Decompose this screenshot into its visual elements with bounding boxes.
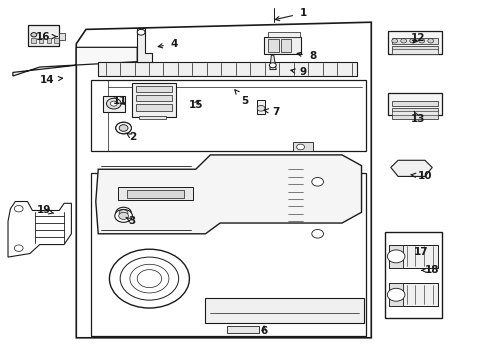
Text: 4: 4 — [158, 39, 177, 49]
Polygon shape — [269, 55, 276, 69]
Circle shape — [391, 39, 397, 43]
Circle shape — [386, 288, 404, 301]
Bar — [136, 104, 171, 111]
Bar — [264, 37, 300, 54]
Circle shape — [409, 39, 415, 43]
Text: 10: 10 — [410, 171, 431, 181]
Text: 11: 11 — [113, 96, 127, 106]
Bar — [59, 33, 65, 40]
Text: 3: 3 — [126, 216, 136, 226]
Text: 2: 2 — [126, 132, 136, 142]
Circle shape — [119, 212, 128, 220]
Circle shape — [115, 210, 132, 222]
Bar — [139, 116, 165, 119]
Bar — [387, 31, 441, 54]
Circle shape — [119, 210, 128, 216]
Polygon shape — [205, 298, 363, 323]
Text: 18: 18 — [421, 265, 439, 275]
Bar — [388, 283, 437, 306]
Circle shape — [311, 229, 323, 238]
Text: 19: 19 — [36, 206, 54, 216]
Bar — [267, 40, 278, 51]
Bar — [388, 244, 403, 268]
Text: 9: 9 — [290, 67, 306, 77]
Bar — [46, 38, 51, 43]
Circle shape — [14, 245, 23, 251]
Circle shape — [311, 177, 323, 186]
Polygon shape — [13, 47, 137, 76]
Polygon shape — [91, 173, 366, 336]
Circle shape — [14, 206, 23, 212]
Bar — [388, 244, 437, 268]
Bar — [118, 187, 193, 200]
Circle shape — [257, 105, 264, 111]
Bar — [136, 86, 171, 92]
Bar — [391, 49, 437, 54]
Circle shape — [269, 63, 276, 68]
Bar — [391, 38, 437, 44]
Bar — [136, 95, 171, 102]
Text: 5: 5 — [234, 90, 247, 106]
Circle shape — [116, 122, 131, 134]
Bar — [280, 40, 291, 51]
Text: 14: 14 — [40, 75, 62, 85]
Text: 7: 7 — [264, 107, 279, 117]
Text: 16: 16 — [36, 32, 57, 41]
Bar — [39, 38, 43, 43]
Circle shape — [110, 101, 117, 106]
Bar — [387, 93, 441, 116]
Circle shape — [106, 98, 121, 109]
Text: 17: 17 — [413, 247, 427, 257]
Polygon shape — [8, 202, 71, 257]
Bar — [31, 38, 36, 43]
Circle shape — [31, 33, 37, 37]
Bar — [98, 62, 356, 76]
Text: 12: 12 — [409, 33, 424, 43]
Circle shape — [427, 39, 433, 43]
Bar — [103, 96, 125, 112]
Circle shape — [109, 249, 189, 308]
Bar — [391, 114, 437, 119]
Bar — [391, 102, 437, 106]
Text: 15: 15 — [188, 100, 203, 110]
Circle shape — [137, 30, 145, 35]
Polygon shape — [76, 22, 370, 338]
Circle shape — [386, 250, 404, 263]
Circle shape — [116, 122, 131, 134]
Bar — [384, 232, 442, 318]
Bar — [227, 326, 259, 333]
Bar — [391, 108, 437, 112]
Bar — [127, 190, 183, 198]
Bar — [267, 32, 299, 37]
Polygon shape — [91, 80, 366, 151]
Circle shape — [400, 39, 406, 43]
Text: 13: 13 — [409, 111, 424, 124]
Bar — [391, 111, 437, 115]
Text: 1: 1 — [275, 8, 306, 21]
Text: 8: 8 — [297, 51, 316, 61]
Bar — [391, 46, 437, 51]
Circle shape — [119, 125, 128, 131]
Bar — [388, 283, 403, 306]
Bar — [256, 100, 265, 114]
Polygon shape — [96, 155, 361, 234]
Polygon shape — [390, 160, 431, 176]
Polygon shape — [137, 28, 152, 62]
Text: 6: 6 — [260, 325, 267, 336]
Circle shape — [296, 144, 304, 150]
Circle shape — [119, 125, 128, 131]
Circle shape — [116, 207, 131, 219]
Bar — [132, 83, 176, 117]
Bar — [27, 25, 59, 45]
Circle shape — [120, 257, 178, 300]
Bar — [293, 142, 312, 151]
Bar — [54, 38, 59, 43]
Circle shape — [418, 39, 424, 43]
